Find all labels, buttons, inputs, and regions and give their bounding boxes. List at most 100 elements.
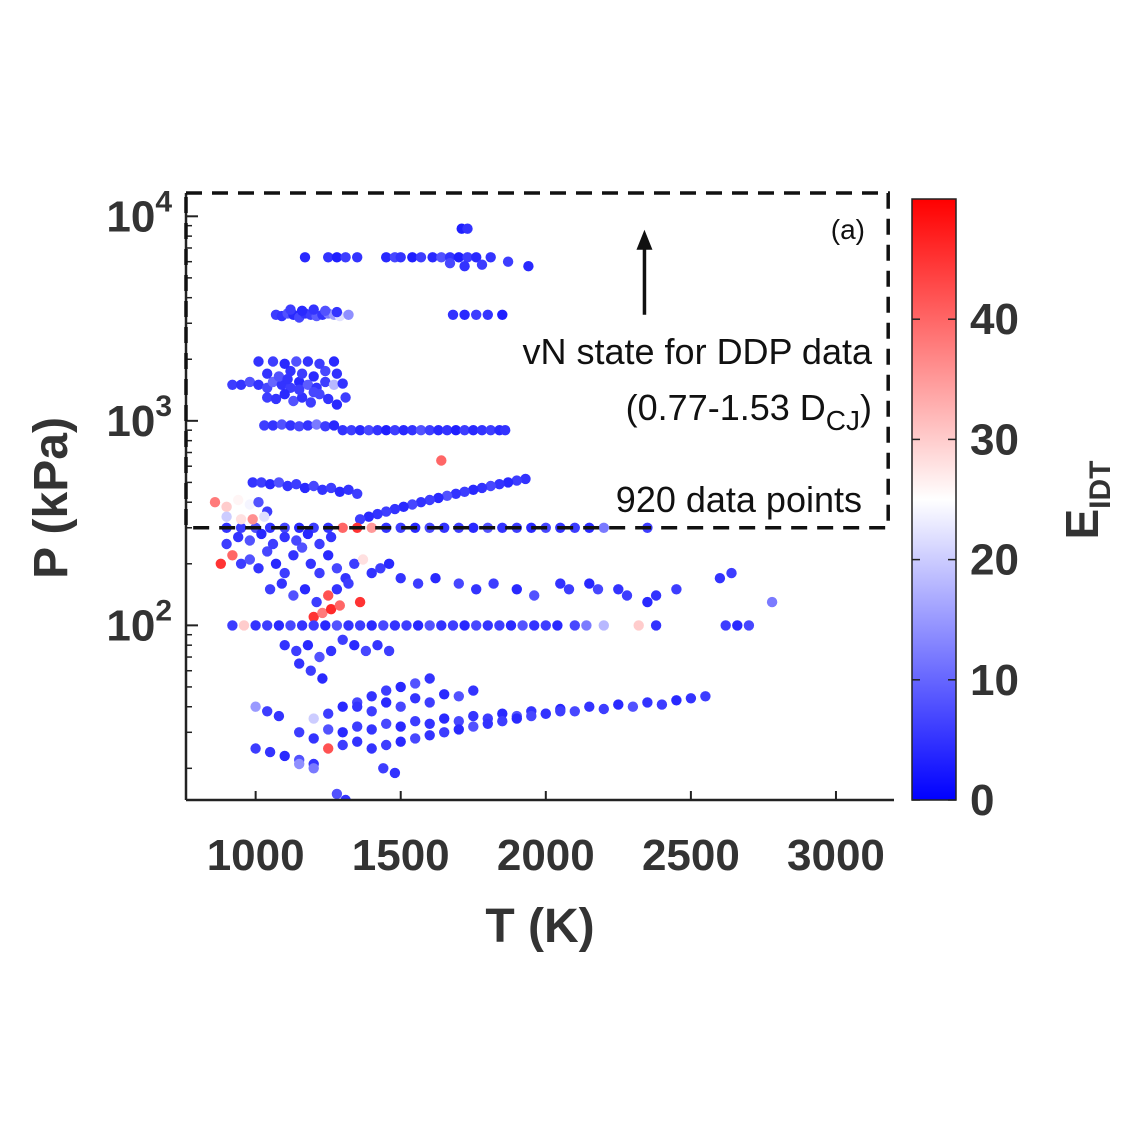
data-point [247, 514, 258, 525]
data-point [302, 379, 314, 390]
data-point [494, 620, 505, 631]
data-point [227, 550, 238, 561]
data-point [279, 358, 290, 369]
data-point [766, 596, 778, 608]
data-point [323, 550, 334, 561]
data-point [436, 455, 447, 466]
data-point [410, 693, 421, 704]
data-point [349, 558, 360, 569]
data-point [273, 620, 285, 631]
data-point [401, 620, 412, 631]
x-tick-label: 1000 [207, 831, 305, 880]
data-point [331, 306, 343, 318]
data-point [285, 620, 296, 631]
data-point [314, 538, 325, 550]
data-point [497, 708, 508, 719]
data-point [285, 304, 296, 315]
data-point [462, 252, 473, 263]
data-point [343, 309, 354, 320]
data-point [424, 494, 435, 506]
data-point [331, 563, 343, 574]
data-point [381, 685, 392, 696]
data-point [381, 252, 392, 263]
data-point [529, 590, 540, 601]
data-point [468, 721, 479, 732]
data-point [227, 620, 238, 631]
data-point [354, 596, 366, 608]
data-point [439, 522, 450, 533]
data-point [314, 567, 325, 579]
data-point [447, 620, 459, 631]
data-point [337, 634, 348, 645]
data-point [381, 718, 392, 729]
data-point [331, 399, 343, 410]
data-point [331, 252, 343, 263]
data-point [366, 706, 377, 717]
data-point [264, 746, 276, 758]
data-point [331, 620, 343, 631]
data-point [296, 620, 308, 631]
data-point [264, 584, 276, 595]
data-point [352, 701, 363, 712]
data-point [529, 620, 540, 631]
data-point [354, 425, 366, 436]
annotation-line2-suffix: ) [860, 387, 872, 428]
data-point [299, 584, 311, 595]
data-point [502, 477, 514, 488]
data-point [360, 645, 372, 657]
colorbar-tick-label: 20 [970, 536, 1019, 585]
data-point [517, 620, 528, 631]
data-point [511, 475, 522, 486]
data-point [441, 425, 453, 436]
data-point [221, 538, 232, 550]
data-point [314, 651, 325, 663]
data-point [523, 261, 534, 272]
data-point [334, 486, 345, 497]
data-point [439, 713, 450, 724]
data-point [424, 425, 435, 436]
data-point [453, 578, 464, 589]
data-point [317, 484, 328, 495]
data-point [331, 584, 343, 595]
data-point [395, 721, 406, 732]
data-point [450, 488, 462, 499]
data-point [450, 425, 462, 436]
data-point [209, 497, 221, 508]
data-point [363, 425, 374, 436]
colorbar-tick-label: 40 [970, 295, 1019, 344]
data-point [389, 767, 401, 779]
data-point [296, 542, 308, 553]
data-point [291, 356, 302, 367]
data-point [433, 492, 444, 504]
data-point [497, 522, 508, 533]
data-point [244, 376, 255, 388]
data-point [540, 708, 551, 719]
data-point [372, 425, 383, 436]
annotation-line2-prefix: (0.77-1.53 D [626, 387, 826, 428]
data-point [221, 511, 232, 522]
data-point [337, 739, 348, 751]
data-point [305, 558, 316, 569]
data-point [235, 379, 247, 390]
data-point [337, 378, 348, 389]
data-point [238, 620, 250, 631]
data-point [366, 743, 377, 754]
data-point [337, 727, 348, 738]
data-point [325, 482, 337, 494]
data-point [354, 514, 366, 525]
data-point [244, 499, 255, 510]
data-point [459, 486, 470, 497]
data-point [395, 522, 406, 533]
data-point [685, 693, 697, 704]
data-point [613, 699, 624, 710]
data-point [299, 482, 311, 494]
data-point [267, 420, 279, 431]
data-point [476, 259, 488, 270]
data-point [366, 567, 377, 579]
data-point [366, 724, 377, 735]
data-point [323, 252, 334, 263]
data-point [288, 550, 299, 561]
data-point [485, 480, 496, 492]
data-point [526, 710, 537, 722]
data-point [468, 685, 479, 696]
